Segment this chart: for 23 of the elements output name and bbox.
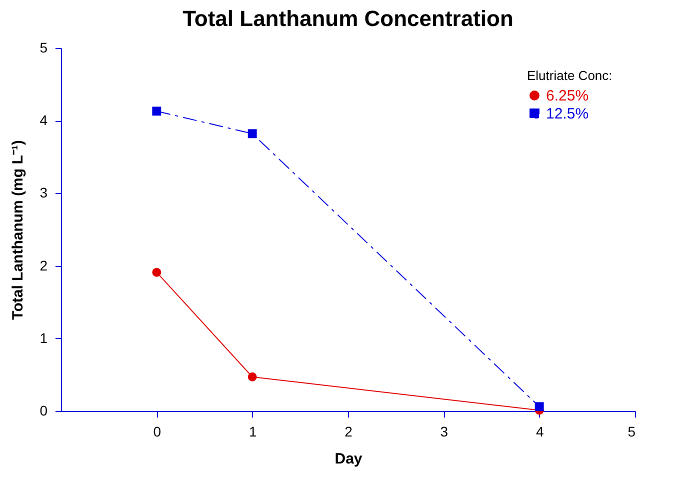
y-axis-title: Total Lanthanum (mg L⁻¹) — [10, 140, 27, 320]
y-tick-label: 5 — [40, 40, 48, 56]
y-tick-label: 1 — [40, 330, 48, 346]
x-tick-label: 1 — [248, 424, 257, 440]
x-tick-label: 4 — [536, 424, 544, 440]
point — [152, 268, 162, 277]
y-tick-label: 0 — [40, 402, 48, 418]
point — [534, 402, 544, 412]
y-tick-label: 4 — [40, 112, 48, 128]
legend-title: Elutriate Conc: — [527, 68, 612, 83]
chart-title: Total Lanthanum Concentration — [182, 6, 514, 31]
point — [248, 129, 257, 138]
y-tick-label: 2 — [40, 257, 48, 274]
x-tick-label: 5 — [628, 424, 636, 440]
point — [248, 372, 257, 382]
legend-label: 12.5% — [546, 106, 589, 122]
x-tick-label: 0 — [153, 424, 162, 440]
legend-label: 6.25% — [546, 88, 589, 104]
y-tick-label: 3 — [40, 184, 48, 201]
x-tick-label: 2 — [344, 424, 353, 440]
x-tick-label: 3 — [440, 424, 448, 440]
point — [152, 106, 162, 116]
x-axis-title: Day — [334, 450, 363, 468]
